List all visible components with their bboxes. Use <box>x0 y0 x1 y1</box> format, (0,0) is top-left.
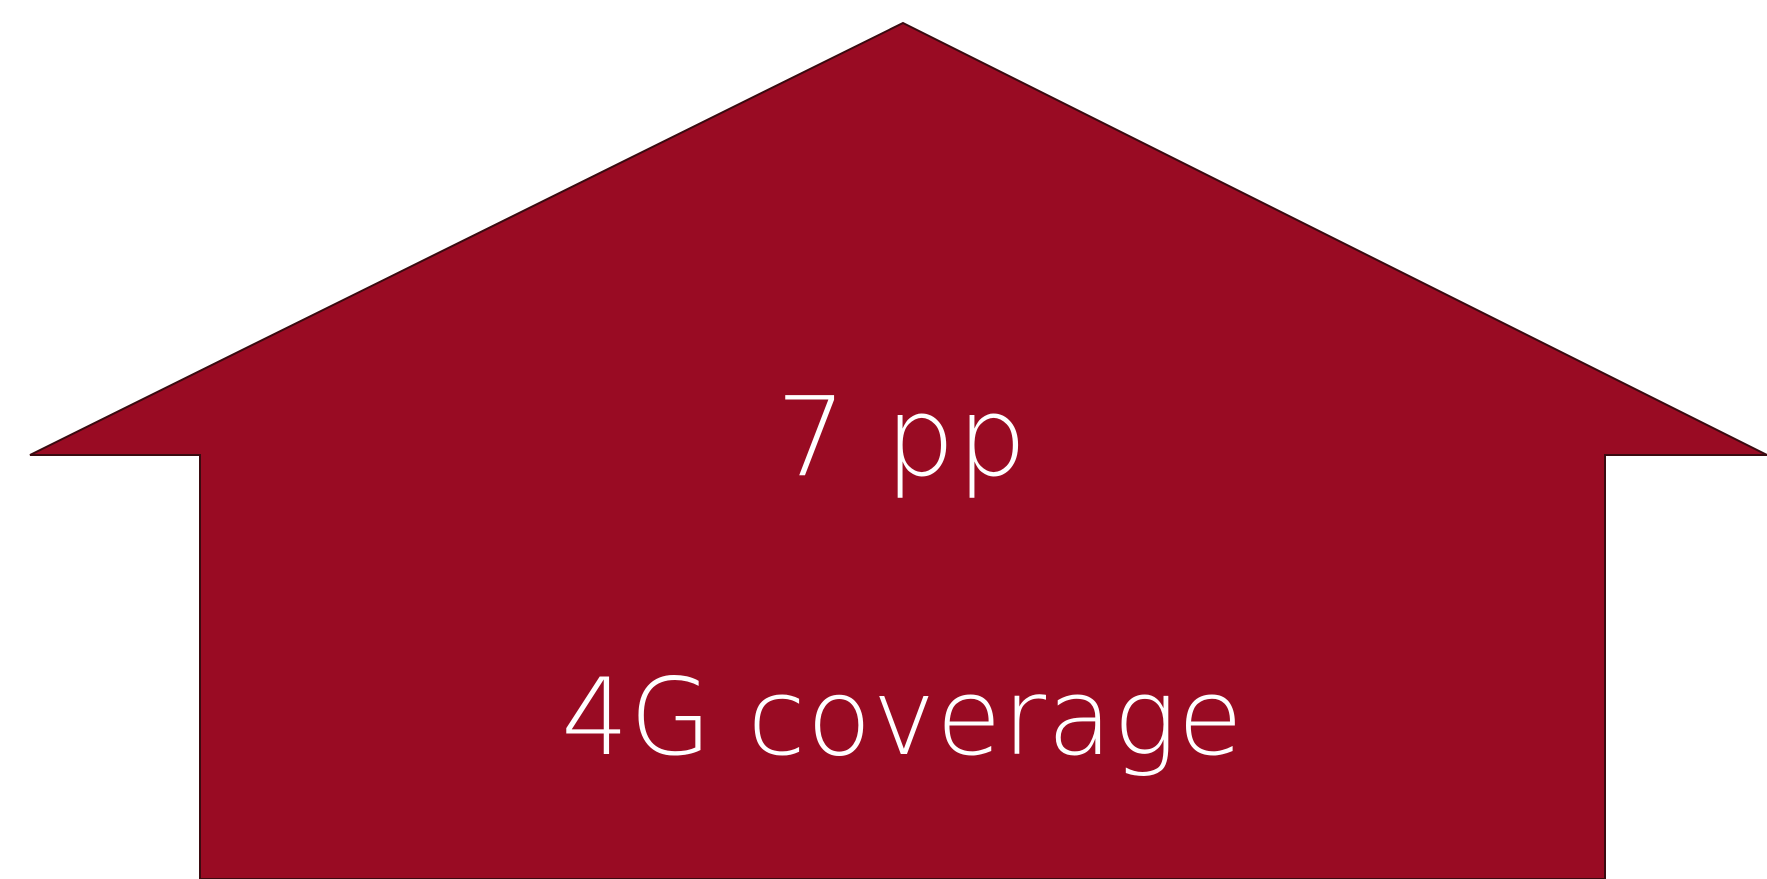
change-value-label: 7 pp <box>776 373 1029 501</box>
up-arrow-body <box>29 21 1767 879</box>
metric-name-label: 4G coverage <box>561 656 1244 779</box>
